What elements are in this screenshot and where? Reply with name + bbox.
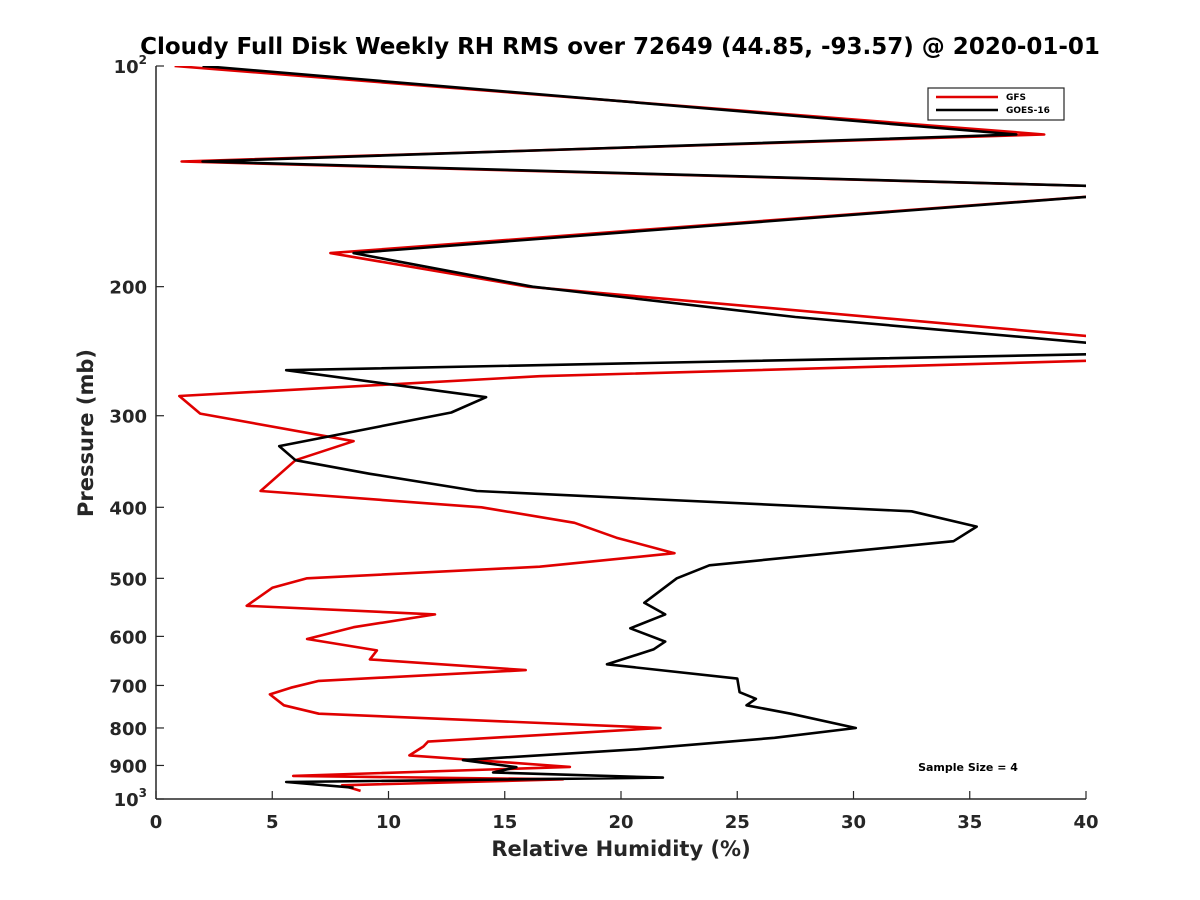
y-tick-label: 102 xyxy=(114,53,147,78)
y-tick-label-base: 10 xyxy=(114,57,139,78)
y-tick-label: 800 xyxy=(109,719,147,740)
y-tick-label: 300 xyxy=(109,407,147,428)
sample-size-annotation: Sample Size = 4 xyxy=(918,761,1018,774)
legend: GFS GOES-16 xyxy=(927,87,1065,121)
y-tick-label: 103 xyxy=(114,786,147,811)
y-tick-label-base: 300 xyxy=(109,407,147,428)
series-layer xyxy=(174,66,1086,793)
x-axis-label: Relative Humidity (%) xyxy=(491,837,750,861)
y-tick-label-base: 500 xyxy=(109,569,147,590)
y-tick-label-base: 400 xyxy=(109,498,147,519)
x-tick-label: 30 xyxy=(841,812,866,833)
series-line-goes-16 xyxy=(201,66,1086,789)
chart-title: Cloudy Full Disk Weekly RH RMS over 7264… xyxy=(140,34,1100,60)
x-axis-ticks: 0 5 10 15 20 25 30 35 40 xyxy=(150,791,1099,833)
legend-label-gfs: GFS xyxy=(1006,93,1026,103)
plot-area xyxy=(156,66,1086,799)
y-tick-label: 900 xyxy=(109,756,147,777)
series-line-gfs xyxy=(174,66,1086,793)
x-tick-label: 40 xyxy=(1073,812,1098,833)
y-tick-label-base: 600 xyxy=(109,627,147,648)
x-tick-label: 5 xyxy=(266,812,279,833)
y-tick-label-base: 700 xyxy=(109,676,147,697)
x-tick-label: 10 xyxy=(376,812,401,833)
y-tick-label-base: 800 xyxy=(109,719,147,740)
y-tick-label: 700 xyxy=(109,676,147,697)
y-tick-label-base: 10 xyxy=(114,790,139,811)
y-tick-label-base: 900 xyxy=(109,756,147,777)
x-tick-label: 35 xyxy=(957,812,982,833)
x-tick-label: 0 xyxy=(150,812,163,833)
x-tick-label: 20 xyxy=(608,812,633,833)
legend-box xyxy=(927,87,1065,121)
x-tick-label: 25 xyxy=(725,812,750,833)
y-tick-label: 400 xyxy=(109,498,147,519)
y-tick-label-base: 200 xyxy=(109,278,147,299)
y-tick-label: 500 xyxy=(109,569,147,590)
legend-label-goes-16: GOES-16 xyxy=(1006,106,1050,116)
y-tick-label-exponent: 3 xyxy=(139,786,147,800)
y-tick-label: 200 xyxy=(109,278,147,299)
y-tick-label-exponent: 2 xyxy=(139,53,147,67)
y-tick-label: 600 xyxy=(109,627,147,648)
x-tick-label: 15 xyxy=(492,812,517,833)
y-axis-label: Pressure (mb) xyxy=(74,349,98,517)
